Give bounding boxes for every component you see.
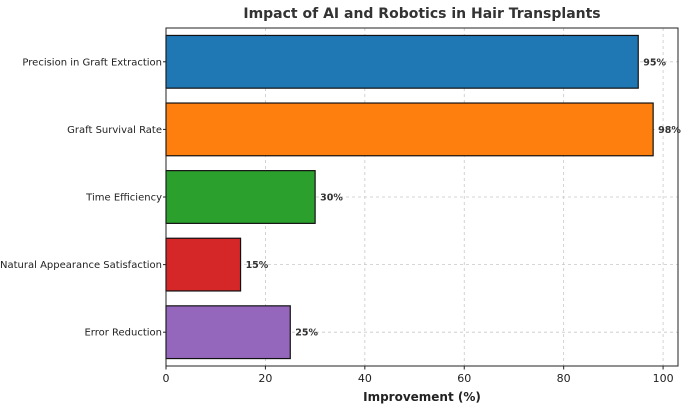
- category-label: Natural Appearance Satisfaction: [0, 260, 162, 271]
- x-tick-label: 100: [653, 372, 674, 385]
- bar: [165, 170, 316, 224]
- labels: 95% Precision in Graft Extraction 98% Graft…: [0, 57, 681, 385]
- x-tick-label: 20: [258, 372, 272, 385]
- plot-border: [165, 27, 679, 367]
- data-label: 95%: [643, 57, 666, 68]
- bar: [165, 34, 639, 89]
- data-label: 30%: [320, 193, 343, 204]
- bar: [165, 305, 291, 360]
- plot-frame: [163, 27, 679, 370]
- category-label: Time Efficiency: [85, 193, 162, 204]
- bars: [165, 34, 654, 360]
- data-label: 15%: [246, 260, 269, 271]
- category-label: Precision in Graft Extraction: [22, 57, 162, 68]
- bar: [165, 237, 242, 292]
- x-tick-label: 0: [163, 372, 170, 385]
- x-tick-label: 60: [457, 372, 471, 385]
- data-label: 98%: [658, 125, 681, 136]
- category-label: Error Reduction: [84, 328, 162, 339]
- category-label: Graft Survival Rate: [67, 125, 162, 136]
- x-tick-label: 40: [358, 372, 372, 385]
- data-label: 25%: [295, 328, 318, 339]
- bar: [165, 102, 654, 157]
- x-axis-label: Improvement (%): [363, 390, 481, 404]
- x-tick-label: 80: [557, 372, 571, 385]
- chart-title: Impact of AI and Robotics in Hair Transp…: [243, 6, 600, 22]
